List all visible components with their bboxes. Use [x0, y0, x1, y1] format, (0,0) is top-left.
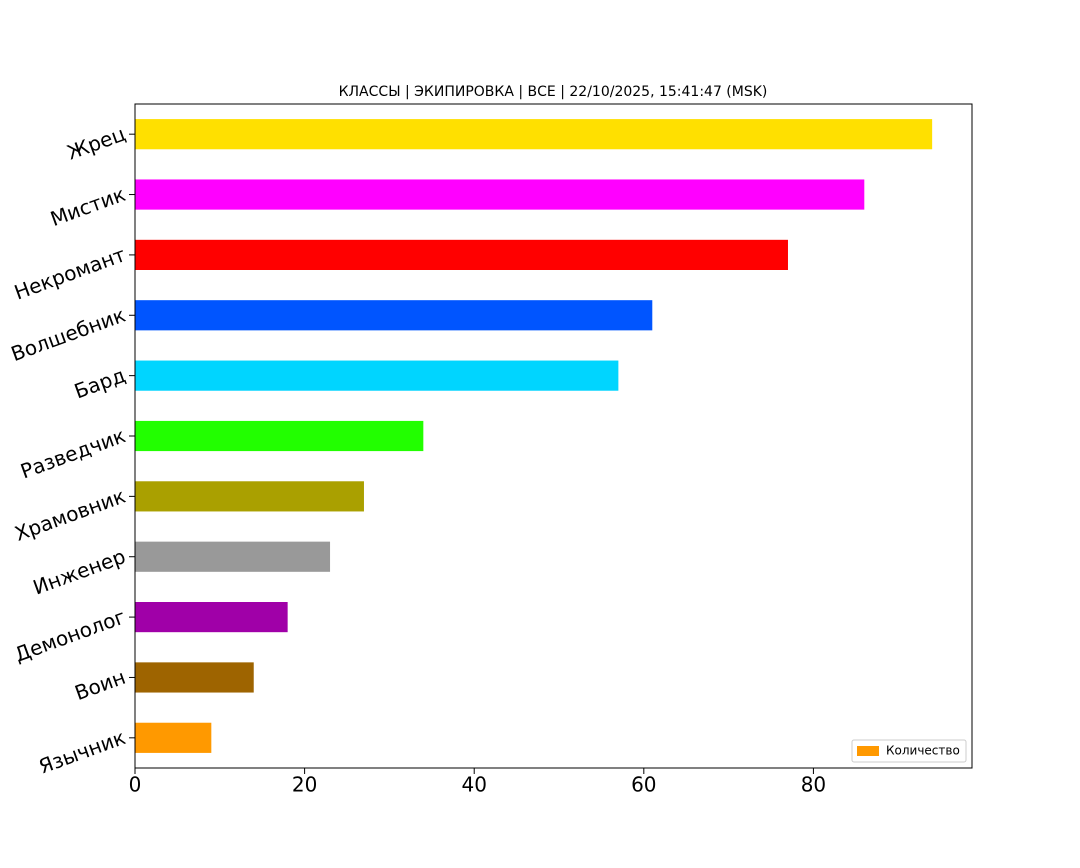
legend-swatch: [857, 746, 879, 756]
legend-label: Количество: [886, 744, 960, 758]
bar: [135, 179, 865, 210]
bar: [135, 662, 254, 693]
x-tick-label: 20: [292, 773, 317, 797]
bar: [135, 602, 288, 633]
legend: Количество: [851, 739, 967, 763]
bar: [135, 300, 653, 331]
bar: [135, 481, 364, 512]
bar: [135, 360, 619, 391]
x-tick-label: 0: [129, 773, 142, 797]
bar: [135, 722, 212, 753]
x-tick-label: 40: [461, 773, 486, 797]
bar: [135, 119, 933, 150]
legend-box: [851, 739, 967, 763]
x-tick-label: 60: [631, 773, 656, 797]
chart-title: КЛАССЫ | ЭКИПИРОВКА | ВСЕ | 22/10/2025, …: [339, 84, 768, 100]
bar: [135, 541, 331, 572]
bar: [135, 239, 788, 270]
bar: [135, 420, 424, 452]
x-tick-label: 80: [801, 773, 826, 797]
